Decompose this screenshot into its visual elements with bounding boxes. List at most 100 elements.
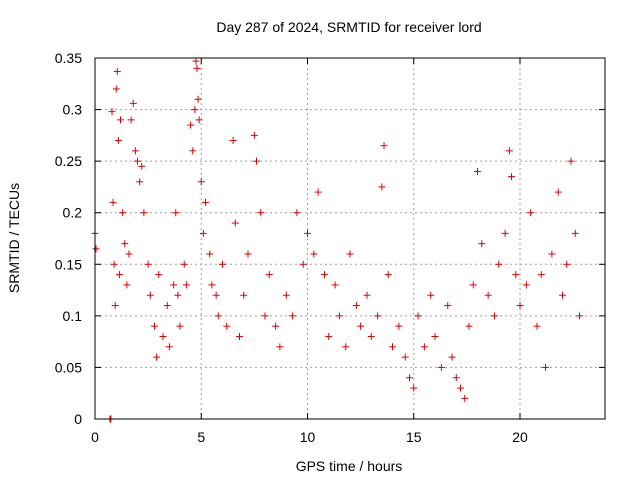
data-point xyxy=(206,250,214,258)
y-tick-label: 0.1 xyxy=(63,308,83,324)
data-point xyxy=(197,178,205,186)
data-point xyxy=(144,260,152,268)
data-point xyxy=(516,302,524,310)
data-point xyxy=(129,99,137,107)
data-point xyxy=(163,302,171,310)
data-point xyxy=(314,188,322,196)
data-point xyxy=(159,332,167,340)
data-point xyxy=(250,131,258,139)
data-point xyxy=(357,322,365,330)
x-tick-label: 15 xyxy=(406,429,422,445)
data-point xyxy=(92,245,100,253)
data-point xyxy=(172,209,180,217)
data-point xyxy=(406,374,413,382)
x-tick-label: 5 xyxy=(197,429,205,445)
data-point xyxy=(119,209,127,217)
y-tick-label: 0.3 xyxy=(63,102,83,118)
y-tick-labels: 0 0.05 0.1 0.15 0.2 0.25 0.3 0.35 xyxy=(55,50,82,427)
data-point xyxy=(174,291,182,299)
data-point xyxy=(537,271,545,279)
data-point xyxy=(110,260,118,268)
data-point xyxy=(114,137,122,145)
data-point xyxy=(342,343,350,351)
data-point xyxy=(136,178,144,186)
data-point xyxy=(231,219,239,227)
data-point xyxy=(253,157,260,165)
x-tick-label: 10 xyxy=(300,429,316,445)
x-tick-label: 0 xyxy=(91,429,99,445)
data-point xyxy=(444,302,452,310)
data-point xyxy=(176,322,184,330)
data-point xyxy=(214,312,222,320)
data-point xyxy=(187,121,195,129)
data-point xyxy=(448,353,456,361)
x-tick-labels: 0 5 10 15 20 xyxy=(91,429,528,445)
data-point xyxy=(212,291,220,299)
data-point xyxy=(465,322,473,330)
data-point xyxy=(182,281,190,289)
data-point xyxy=(508,173,515,181)
data-point xyxy=(289,312,297,320)
y-tick-label: 0 xyxy=(74,411,82,427)
data-point xyxy=(461,394,469,402)
data-point xyxy=(223,322,231,330)
data-point xyxy=(189,147,197,155)
y-tick-label: 0.15 xyxy=(55,256,82,272)
data-point xyxy=(533,322,541,330)
data-point xyxy=(512,271,520,279)
data-point xyxy=(208,281,216,289)
data-point xyxy=(257,209,265,217)
data-point xyxy=(265,271,273,279)
data-point xyxy=(437,363,445,371)
data-point xyxy=(165,343,173,351)
data-point xyxy=(389,343,396,351)
data-point xyxy=(127,116,135,124)
data-point xyxy=(261,312,269,320)
data-point xyxy=(548,250,556,258)
data-point xyxy=(121,240,129,248)
data-point xyxy=(272,322,280,330)
data-point xyxy=(191,106,199,114)
data-point xyxy=(199,229,207,237)
data-point xyxy=(192,57,200,65)
data-point xyxy=(378,183,386,191)
data-point xyxy=(395,322,403,330)
data-point xyxy=(401,353,409,361)
data-points xyxy=(91,57,583,423)
data-point xyxy=(576,312,583,320)
data-point xyxy=(346,250,354,258)
data-point xyxy=(321,271,328,279)
data-point xyxy=(293,209,301,217)
data-point xyxy=(170,281,178,289)
data-point xyxy=(304,229,311,237)
data-point xyxy=(474,167,481,175)
data-point xyxy=(505,147,513,155)
data-point xyxy=(195,116,203,124)
data-point xyxy=(240,291,248,299)
data-point xyxy=(236,332,243,340)
data-point xyxy=(380,142,388,150)
data-point xyxy=(567,157,575,165)
data-point xyxy=(484,291,492,299)
data-point xyxy=(276,343,284,351)
data-point xyxy=(115,271,123,279)
data-point xyxy=(325,332,333,340)
data-point xyxy=(563,260,571,268)
data-point xyxy=(420,343,428,351)
y-tick-label: 0.25 xyxy=(55,153,82,169)
data-point xyxy=(559,291,566,299)
axis-ticks xyxy=(94,57,605,420)
data-point xyxy=(299,260,307,268)
data-point xyxy=(140,209,148,217)
data-point xyxy=(123,281,131,289)
data-point xyxy=(501,229,509,237)
y-tick-label: 0.35 xyxy=(55,50,82,66)
data-point xyxy=(109,198,117,206)
data-point xyxy=(193,64,201,72)
data-point xyxy=(138,162,146,170)
data-point xyxy=(384,271,392,279)
data-point xyxy=(522,281,530,289)
data-point xyxy=(219,260,226,268)
data-point xyxy=(495,260,503,268)
data-point xyxy=(180,260,188,268)
